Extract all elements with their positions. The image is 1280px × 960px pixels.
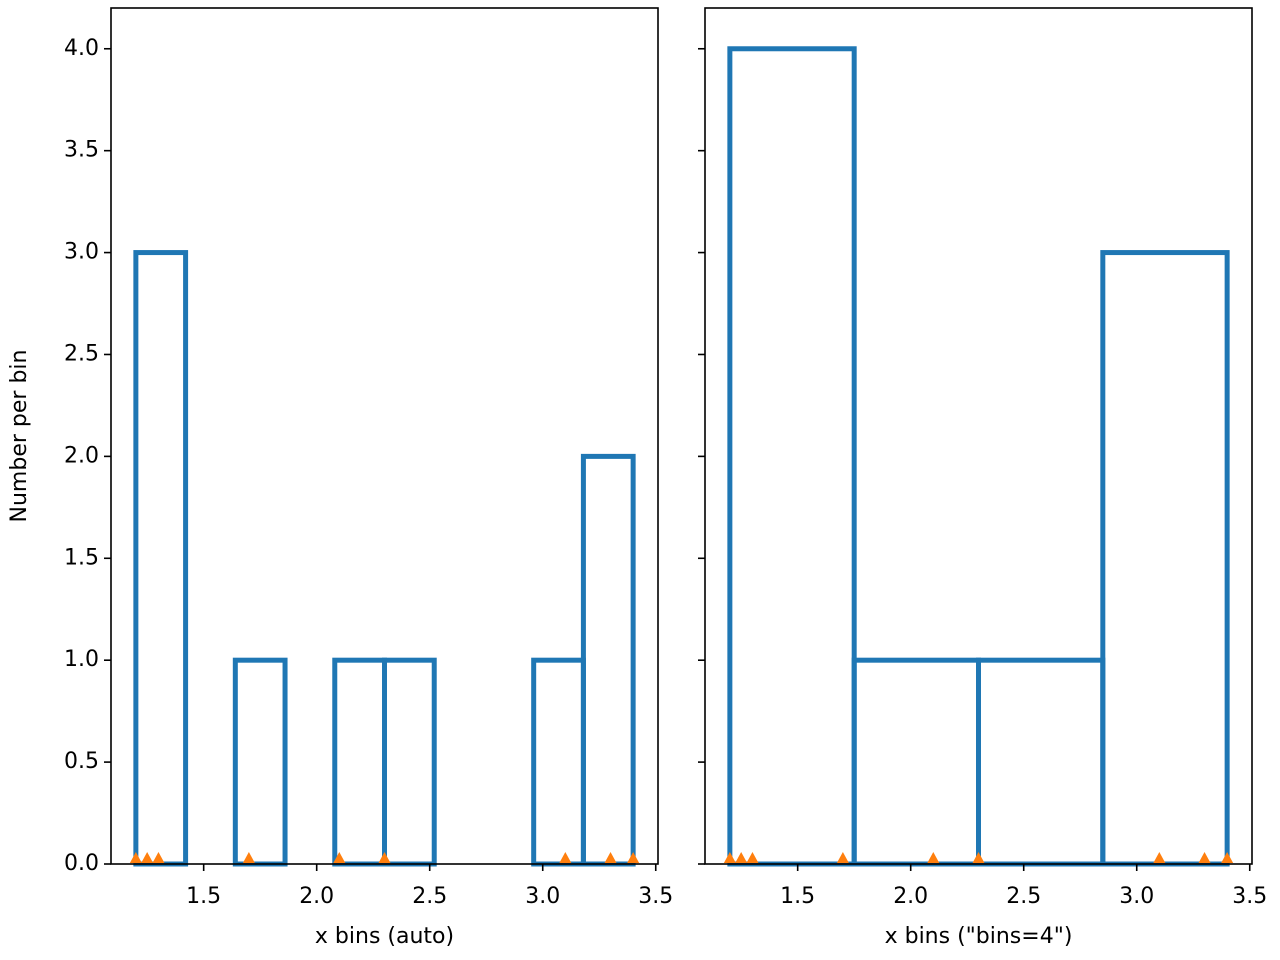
- histogram-bar: [133, 250, 189, 867]
- histogram-bar: [851, 657, 982, 867]
- y-tick-label: 3.5: [64, 138, 99, 163]
- data-point-marker: [141, 852, 154, 863]
- histogram-bar: [1100, 250, 1230, 867]
- x-tick-label: 2.0: [299, 884, 334, 909]
- histogram-bar: [332, 657, 388, 867]
- data-point-marker: [927, 852, 940, 863]
- x-axis-label: x bins (auto): [315, 924, 454, 949]
- x-tick-label: 2.0: [893, 884, 928, 909]
- data-point-marker: [152, 852, 165, 863]
- histogram-bar: [232, 657, 288, 867]
- data-point-marker: [242, 852, 255, 863]
- histogram-bar: [580, 453, 636, 867]
- y-tick-label: 0.0: [64, 851, 99, 876]
- x-tick-label: 2.5: [1006, 884, 1041, 909]
- data-point-marker: [1153, 852, 1166, 863]
- data-point-marker: [723, 852, 736, 863]
- data-point-marker: [1198, 852, 1211, 863]
- data-point-marker: [559, 852, 572, 863]
- y-tick-label: 0.5: [64, 749, 99, 774]
- x-tick-label: 3.0: [1119, 884, 1154, 909]
- x-tick-label: 3.5: [638, 884, 673, 909]
- data-point-marker: [604, 852, 617, 863]
- histogram-bar: [382, 657, 437, 867]
- data-point-marker: [333, 852, 346, 863]
- y-tick-label: 1.5: [64, 545, 99, 570]
- data-point-marker: [746, 852, 759, 863]
- histogram-bar: [976, 657, 1106, 867]
- data-point-marker: [836, 852, 849, 863]
- histogram-bar: [727, 46, 857, 867]
- y-axis-label: Number per bin: [7, 350, 32, 523]
- y-tick-label: 3.0: [64, 240, 99, 265]
- histogram-bar: [531, 657, 586, 867]
- data-point-marker: [972, 852, 985, 863]
- data-point-marker: [627, 852, 640, 863]
- x-tick-label: 3.5: [1232, 884, 1267, 909]
- x-tick-label: 1.5: [780, 884, 815, 909]
- data-point-marker: [735, 852, 748, 863]
- data-point-marker: [378, 852, 391, 863]
- y-tick-label: 2.5: [64, 341, 99, 366]
- y-tick-label: 4.0: [64, 36, 99, 61]
- x-axis-label: x bins ("bins=4"): [885, 924, 1073, 949]
- y-tick-label: 2.0: [64, 443, 99, 468]
- x-tick-label: 2.5: [412, 884, 447, 909]
- y-tick-label: 1.0: [64, 647, 99, 672]
- data-point-marker: [129, 852, 142, 863]
- x-tick-label: 3.0: [525, 884, 560, 909]
- x-tick-label: 1.5: [186, 884, 221, 909]
- axes-frame: [704, 7, 1253, 865]
- data-point-marker: [1221, 852, 1234, 863]
- axes-frame: [110, 7, 659, 865]
